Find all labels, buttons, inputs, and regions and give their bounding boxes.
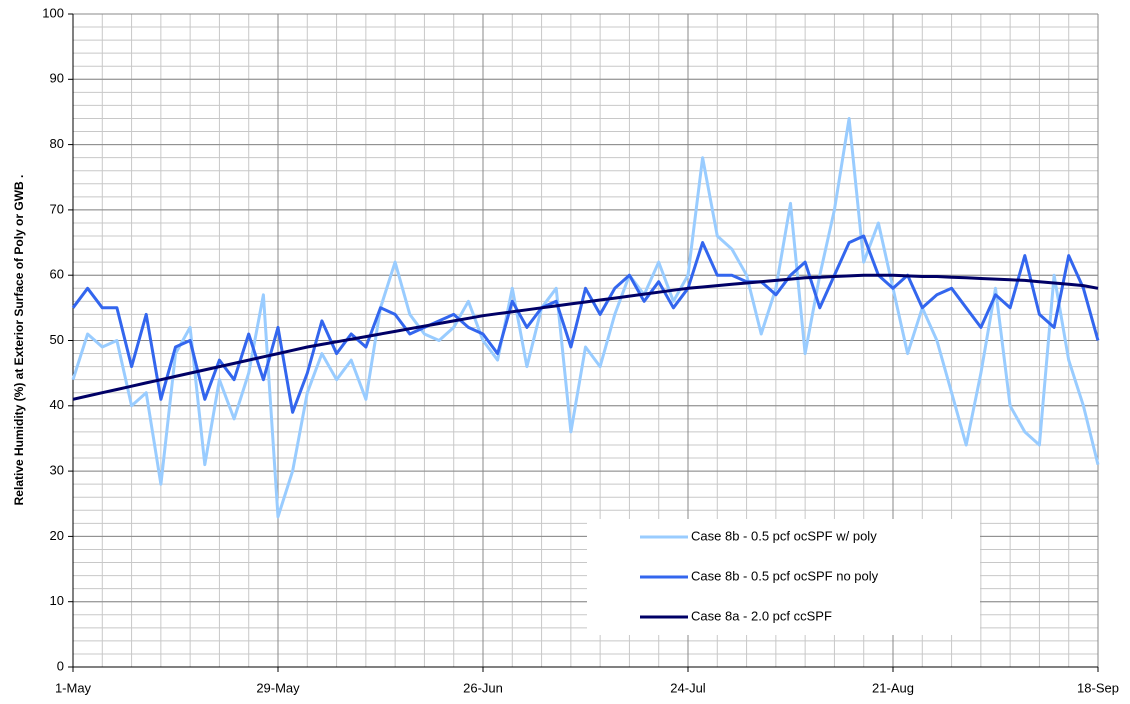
x-tick-label: 1-May (55, 680, 92, 695)
y-tick-label: 30 (50, 463, 64, 478)
y-tick-label: 20 (50, 528, 64, 543)
x-tick-label: 24-Jul (670, 680, 706, 695)
legend-label: Case 8b - 0.5 pcf ocSPF w/ poly (691, 528, 877, 543)
y-tick-label: 50 (50, 332, 64, 347)
x-tick-label: 26-Jun (463, 680, 503, 695)
y-tick-label: 60 (50, 267, 64, 282)
y-tick-label: 0 (57, 658, 64, 673)
y-tick-label: 100 (42, 5, 64, 20)
x-tick-label: 18-Sep (1077, 680, 1119, 695)
x-tick-label: 21-Aug (872, 680, 914, 695)
legend-label: Case 8b - 0.5 pcf ocSPF no poly (691, 568, 879, 583)
legend-label: Case 8a - 2.0 pcf ccSPF (691, 608, 832, 623)
y-tick-label: 10 (50, 593, 64, 608)
data-line (71, 117, 1100, 519)
y-axis-label: Relative Humidity (%) at Exterior Surfac… (12, 175, 26, 506)
y-tick-label: 90 (50, 71, 64, 86)
y-tick-label: 40 (50, 397, 64, 412)
x-tick-label: 29-May (256, 680, 300, 695)
data-line (71, 234, 1100, 414)
y-tick-label: 70 (50, 201, 64, 216)
y-tick-label: 80 (50, 136, 64, 151)
data-line (72, 273, 1099, 401)
